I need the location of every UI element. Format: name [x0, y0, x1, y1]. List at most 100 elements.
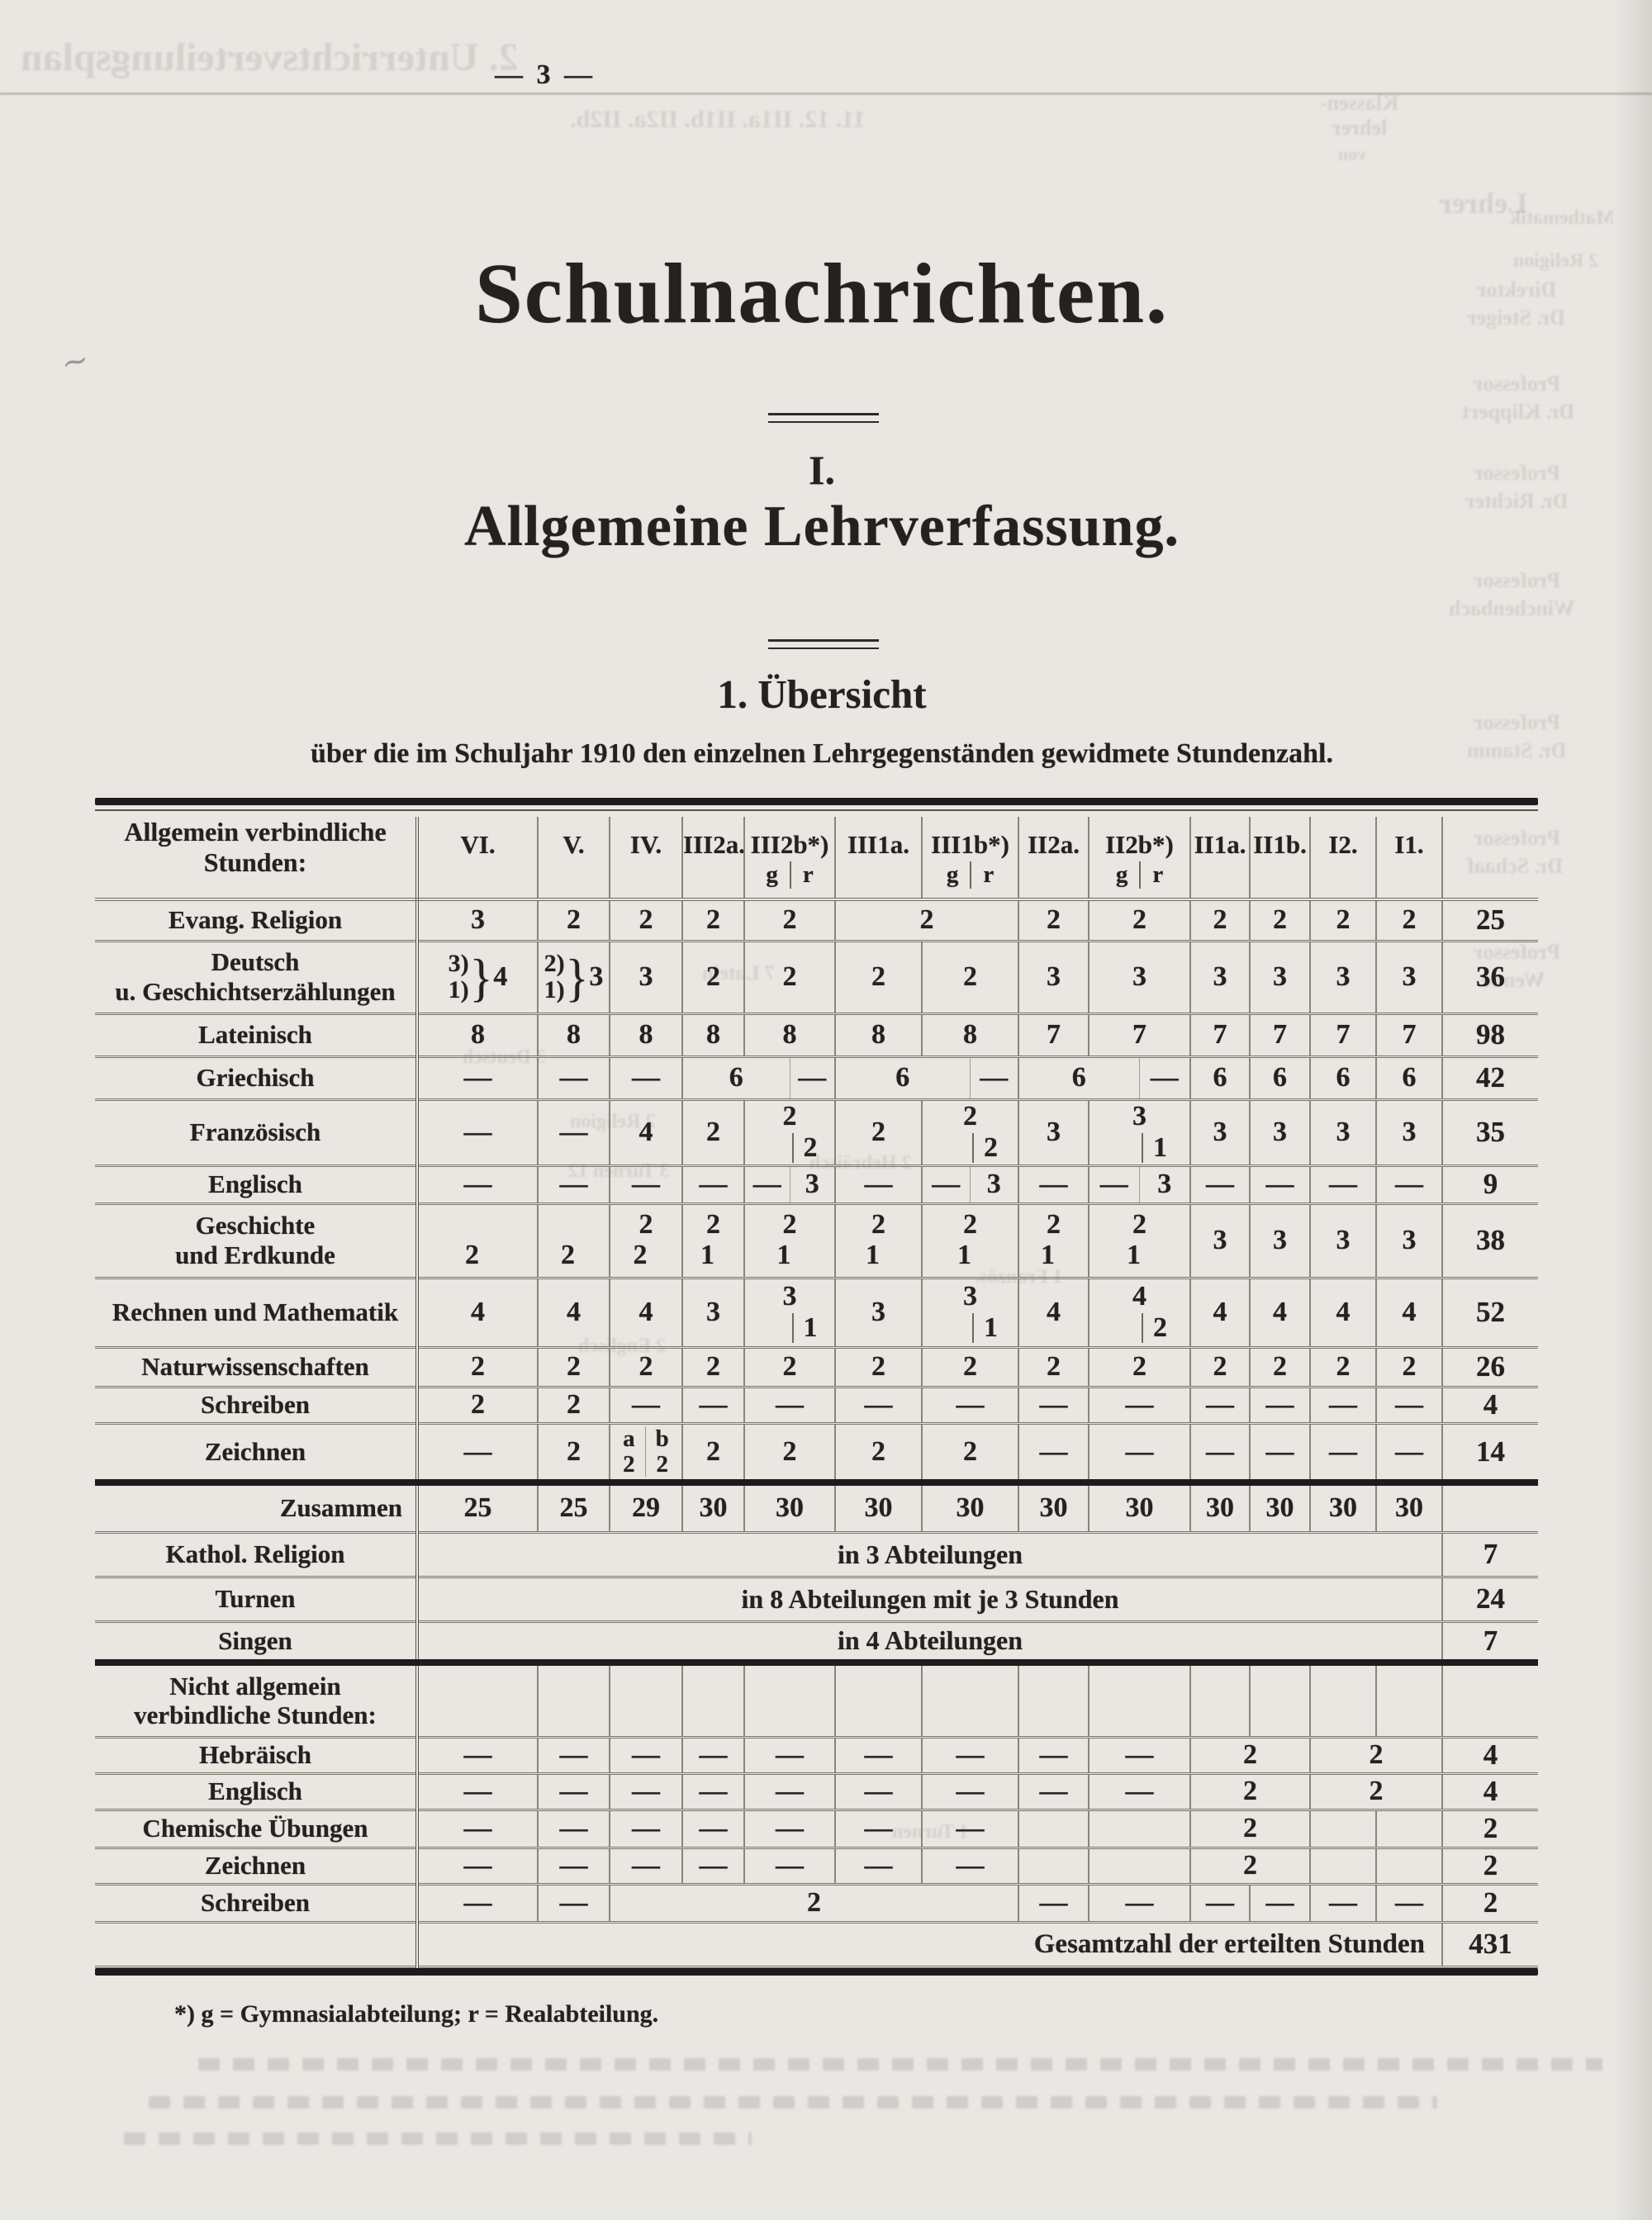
- table-cell: 6: [681, 1056, 790, 1101]
- table-cell: 2: [1189, 1810, 1311, 1849]
- table-cell: —: [1309, 1884, 1377, 1924]
- table-cell: 2: [1189, 1347, 1251, 1388]
- table-cell: 2: [681, 1099, 744, 1167]
- table-cell: —: [743, 1848, 836, 1886]
- table-cell: —: [1189, 1423, 1251, 1484]
- table-cell: —: [537, 1848, 610, 1886]
- row-total: 98: [1441, 1013, 1539, 1058]
- table-cell: 4: [1309, 1278, 1377, 1349]
- row-label: Turnen: [95, 1577, 419, 1623]
- table-cell: —: [921, 1387, 1019, 1425]
- table-cell: 2: [681, 1347, 744, 1388]
- table-cell: 2: [537, 1203, 610, 1279]
- table-cell: [743, 1659, 836, 1739]
- table-cell: 8: [537, 1013, 610, 1058]
- table-cell: —: [1088, 1423, 1191, 1484]
- table-cell: 2: [1189, 1848, 1311, 1886]
- section-title: Allgemeine Lehrverfassung.: [464, 495, 1180, 558]
- table-cell: —: [537, 1884, 610, 1924]
- bleed-through-text: Winchenbach: [1449, 596, 1575, 620]
- row-total: 9: [1441, 1165, 1539, 1205]
- table-cell: 2: [921, 941, 1019, 1015]
- table-cell: 2: [1189, 1773, 1311, 1811]
- table-cell: 2: [1018, 1347, 1089, 1388]
- table-cell: 2: [834, 899, 1019, 942]
- table-cell: [1309, 1659, 1377, 1739]
- table-cell: —: [609, 1165, 682, 1205]
- table-cell: —: [743, 1737, 836, 1775]
- table-footnote: *) g = Gymnasialabteilung; r = Realabtei…: [174, 1999, 659, 2028]
- bleed-text-line: [198, 2058, 1602, 2071]
- table-cell: —: [834, 1737, 923, 1775]
- bleed-text-line: [149, 2096, 1437, 2109]
- table-cell: 30: [1309, 1479, 1377, 1534]
- table-cell: —: [743, 1165, 790, 1205]
- table-cell: 3: [1375, 1099, 1443, 1167]
- table-cell: 3: [1088, 941, 1191, 1015]
- column-header: II1b.: [1249, 817, 1311, 901]
- table-cell: 7: [1189, 1013, 1251, 1058]
- table-cell: 3: [416, 899, 538, 942]
- row-label: Englisch: [95, 1165, 419, 1205]
- table-cell: [1088, 1810, 1191, 1849]
- table-cell: 4: [537, 1278, 610, 1349]
- column-header: III1a.: [834, 817, 923, 901]
- table-cell: —: [1249, 1423, 1311, 1484]
- subsection-title: 1. Übersicht: [717, 671, 927, 717]
- row-total: 14: [1441, 1423, 1539, 1484]
- row-label: Zusammen: [95, 1479, 419, 1534]
- table-cell: —: [681, 1773, 744, 1811]
- row-label: Deutsch u. Geschichtserzählungen: [95, 941, 419, 1015]
- column-header: IV.: [609, 817, 682, 901]
- table-cell: 4: [609, 1099, 682, 1167]
- table-cell: 30: [1189, 1479, 1251, 1534]
- table-cell: 8: [921, 1013, 1019, 1058]
- table-cell: 2: [834, 941, 923, 1015]
- table-cell: —: [1088, 1165, 1140, 1205]
- table-cell: 3: [681, 1278, 744, 1349]
- table-cell: 3: [1138, 1165, 1191, 1205]
- table-cell: 2: [921, 1423, 1019, 1484]
- table-cell: —: [1189, 1387, 1251, 1425]
- table-cell: 2: [681, 941, 744, 1015]
- row-label: Hebräisch: [95, 1737, 419, 1775]
- row-total: 4: [1441, 1773, 1539, 1811]
- table-cell: 2: [537, 1387, 610, 1425]
- table-cell: —: [1088, 1773, 1191, 1811]
- row-total: [1441, 1659, 1539, 1739]
- table-cell: —: [416, 1056, 538, 1101]
- table-cell: —: [609, 1810, 682, 1849]
- table-cell: —: [1088, 1387, 1191, 1425]
- bleed-through-text: Professor: [1474, 568, 1560, 592]
- table-cell: 3: [1309, 941, 1377, 1015]
- bleed-through-text: Professor: [1474, 372, 1560, 396]
- table-cell: —: [834, 1773, 923, 1811]
- table-cell: 3) 1)} 4: [416, 941, 538, 1015]
- table-cell: —: [537, 1056, 610, 1101]
- table-cell: —: [1249, 1387, 1311, 1425]
- table-cell: 30: [743, 1479, 836, 1534]
- table-cell: 2: [1309, 1347, 1377, 1388]
- table-cell: 29: [609, 1479, 682, 1534]
- table-cell: —: [416, 1848, 538, 1886]
- table-cell: —: [1309, 1165, 1377, 1205]
- table-cell: 2: [1375, 1347, 1443, 1388]
- table-cell: 2: [1189, 899, 1251, 942]
- row-total: 38: [1441, 1203, 1539, 1279]
- table-cell: —: [1189, 1165, 1251, 1205]
- table-cell: 7: [1309, 1013, 1377, 1058]
- table-cell: —: [921, 1848, 1019, 1886]
- row-label: Singen: [95, 1621, 419, 1664]
- table-cell: [681, 1659, 744, 1739]
- section-rule: [768, 639, 879, 649]
- table-cell: [1088, 1848, 1191, 1886]
- table-cell: —: [416, 1884, 538, 1924]
- table-cell: 3: [969, 1165, 1019, 1205]
- table-cell: 2: [1088, 1347, 1191, 1388]
- table-cell: 3: [1249, 1203, 1311, 1279]
